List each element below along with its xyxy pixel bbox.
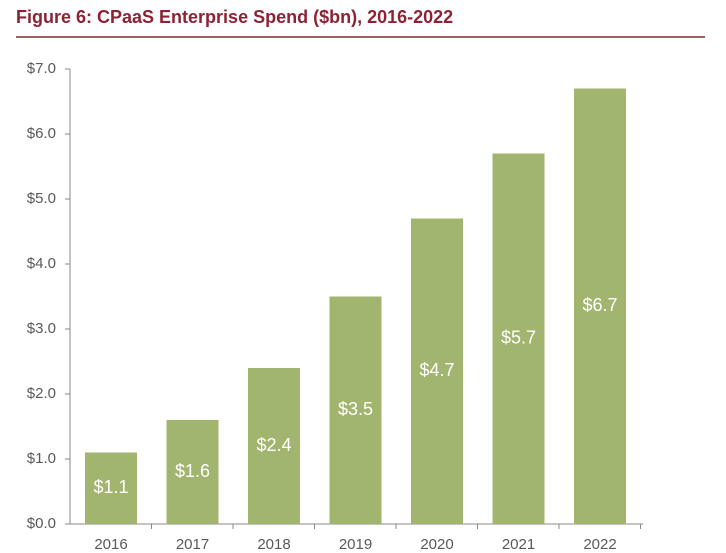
y-tick-label: $5.0 bbox=[27, 190, 56, 207]
x-tick-label: 2017 bbox=[176, 536, 209, 553]
x-tick-label: 2019 bbox=[339, 536, 372, 553]
bar bbox=[492, 153, 545, 524]
y-tick-label: $1.0 bbox=[27, 450, 56, 467]
y-tick-label: $4.0 bbox=[27, 255, 56, 272]
y-tick-label: $0.0 bbox=[27, 515, 56, 532]
value-label: $1.1 bbox=[93, 477, 128, 497]
value-label: $4.7 bbox=[419, 360, 454, 380]
x-tick-label: 2018 bbox=[257, 536, 290, 553]
value-label: $1.6 bbox=[175, 461, 210, 481]
value-label: $5.7 bbox=[501, 328, 536, 348]
bar bbox=[248, 368, 300, 524]
x-tick-label: 2020 bbox=[420, 536, 453, 553]
x-tick-label: 2016 bbox=[94, 536, 127, 553]
bar bbox=[411, 218, 463, 524]
x-tick-label: 2021 bbox=[502, 536, 535, 553]
value-label: $2.4 bbox=[256, 435, 291, 455]
value-label: $6.7 bbox=[582, 295, 617, 315]
bar bbox=[166, 420, 219, 524]
y-tick-label: $3.0 bbox=[27, 320, 56, 337]
bar bbox=[85, 452, 137, 524]
bar bbox=[574, 88, 626, 524]
y-tick-label: $2.0 bbox=[27, 385, 56, 402]
y-tick-label: $6.0 bbox=[27, 125, 56, 142]
y-tick-label: $7.0 bbox=[27, 60, 56, 77]
x-tick-label: 2022 bbox=[583, 536, 616, 553]
chart-title: Figure 6: CPaaS Enterprise Spend ($bn), … bbox=[16, 7, 453, 27]
bar bbox=[329, 296, 382, 524]
value-label: $3.5 bbox=[338, 399, 373, 419]
